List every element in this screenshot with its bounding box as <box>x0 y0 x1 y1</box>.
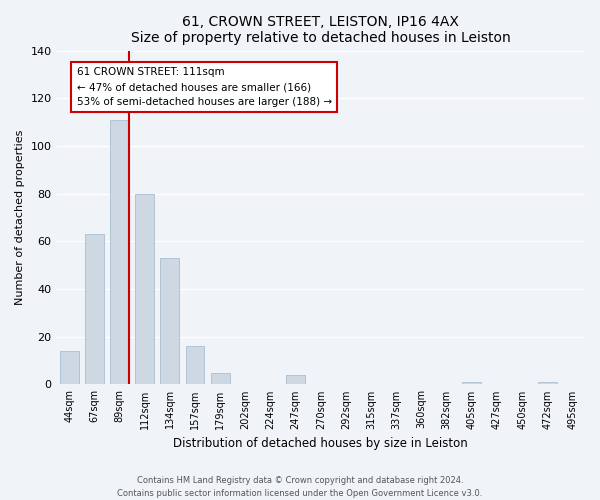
Bar <box>160 258 179 384</box>
Y-axis label: Number of detached properties: Number of detached properties <box>15 130 25 305</box>
Bar <box>135 194 154 384</box>
Bar <box>538 382 557 384</box>
Bar <box>59 351 79 384</box>
Bar <box>110 120 129 384</box>
Text: 61 CROWN STREET: 111sqm
← 47% of detached houses are smaller (166)
53% of semi-d: 61 CROWN STREET: 111sqm ← 47% of detache… <box>77 67 332 107</box>
Title: 61, CROWN STREET, LEISTON, IP16 4AX
Size of property relative to detached houses: 61, CROWN STREET, LEISTON, IP16 4AX Size… <box>131 15 511 45</box>
Bar <box>286 375 305 384</box>
X-axis label: Distribution of detached houses by size in Leiston: Distribution of detached houses by size … <box>173 437 468 450</box>
Bar <box>463 382 481 384</box>
Text: Contains HM Land Registry data © Crown copyright and database right 2024.
Contai: Contains HM Land Registry data © Crown c… <box>118 476 482 498</box>
Bar <box>85 234 104 384</box>
Bar <box>185 346 205 385</box>
Bar <box>211 372 230 384</box>
